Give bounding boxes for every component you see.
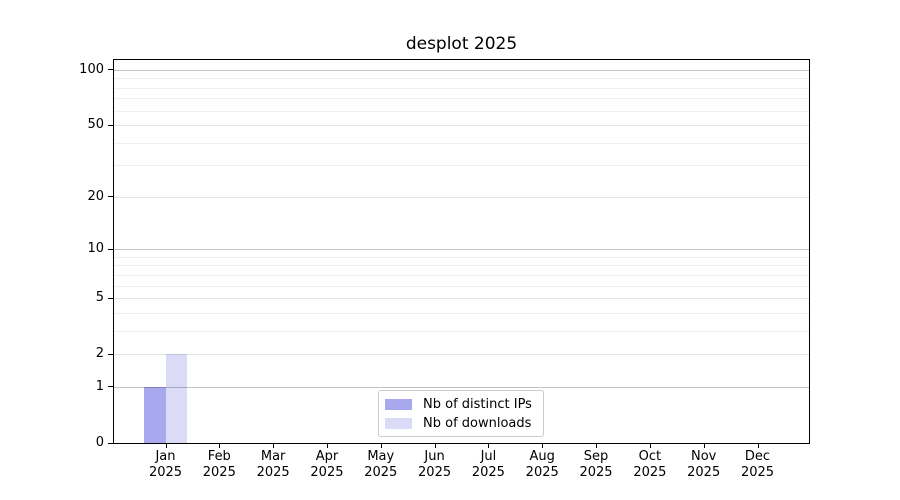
x-tick-label: Oct 2025 [633, 449, 667, 480]
x-tick-label: Nov 2025 [687, 449, 721, 480]
minor-gridline [114, 312, 809, 314]
x-tick-mark [219, 444, 221, 448]
sub-gridline [114, 196, 809, 198]
legend-swatch-distinct-ips [385, 399, 412, 410]
sub-gridline [114, 354, 809, 356]
minor-gridline [114, 165, 809, 167]
x-tick-label: Jan 2025 [148, 449, 183, 480]
chart-title: desplot 2025 [405, 34, 518, 54]
minor-gridline [114, 78, 809, 80]
minor-gridline [114, 142, 809, 144]
x-tick-label: Apr 2025 [310, 449, 344, 480]
legend-label-distinct-ips: Nb of distinct IPs [423, 396, 532, 412]
minor-gridline [114, 98, 809, 100]
x-tick-mark [488, 444, 490, 448]
minor-gridline [114, 274, 809, 276]
legend-label-downloads: Nb of downloads [423, 415, 532, 431]
x-tick-mark [757, 444, 759, 448]
y-tick-mark [108, 196, 113, 198]
legend-entry-downloads: Nb of downloads [385, 415, 535, 432]
x-tick-label: Sep 2025 [579, 449, 613, 480]
x-tick-mark [649, 444, 651, 448]
bars-layer [114, 60, 809, 443]
minor-gridline [114, 110, 809, 112]
y-tick-label: 1 [95, 378, 104, 394]
y-tick-mark [108, 248, 113, 250]
minor-gridline [114, 285, 809, 287]
bar-jan-series0 [144, 386, 166, 443]
x-tick-mark [273, 444, 275, 448]
sub-gridline [114, 298, 809, 300]
legend: Nb of distinct IPs Nb of downloads [378, 390, 544, 437]
major-gridline [114, 386, 809, 388]
x-tick-mark [326, 444, 328, 448]
minor-gridline [114, 256, 809, 258]
minor-gridline [114, 265, 809, 267]
y-tick-mark [108, 297, 113, 299]
y-tick-label: 0 [95, 435, 104, 450]
x-tick-mark [596, 444, 598, 448]
x-tick-mark [542, 444, 544, 448]
x-tick-label: Aug 2025 [525, 449, 559, 480]
x-tick-label: May 2025 [364, 449, 398, 480]
legend-swatch-downloads [385, 418, 412, 429]
x-tick-mark [434, 444, 436, 448]
sub-gridline [114, 125, 809, 127]
y-tick-label: 100 [79, 61, 104, 77]
y-tick-mark [108, 69, 113, 71]
minor-gridline [114, 330, 809, 332]
y-tick-label: 5 [95, 290, 104, 306]
plot-area [113, 59, 810, 444]
minor-gridline [114, 87, 809, 89]
y-tick-mark [108, 386, 113, 388]
y-tick-label: 2 [95, 346, 104, 362]
x-tick-label: Jun 2025 [418, 449, 452, 480]
major-gridline [114, 69, 809, 71]
y-tick-label: 20 [87, 188, 104, 204]
bar-jan-series1 [165, 354, 187, 443]
y-tick-mark [108, 442, 113, 444]
gridlines-layer [114, 60, 809, 443]
y-tick-label: 50 [87, 117, 104, 133]
x-tick-mark [380, 444, 382, 448]
y-tick-mark [108, 124, 113, 126]
x-tick-label: Dec 2025 [740, 449, 775, 480]
x-tick-mark [703, 444, 705, 448]
x-tick-label: Jul 2025 [471, 449, 505, 480]
x-tick-label: Mar 2025 [256, 449, 290, 480]
y-tick-label: 10 [87, 241, 104, 257]
legend-entry-distinct-ips: Nb of distinct IPs [385, 396, 535, 413]
x-tick-mark [165, 444, 167, 448]
y-tick-mark [108, 353, 113, 355]
x-tick-label: Feb 2025 [202, 449, 236, 480]
major-gridline [114, 249, 809, 251]
